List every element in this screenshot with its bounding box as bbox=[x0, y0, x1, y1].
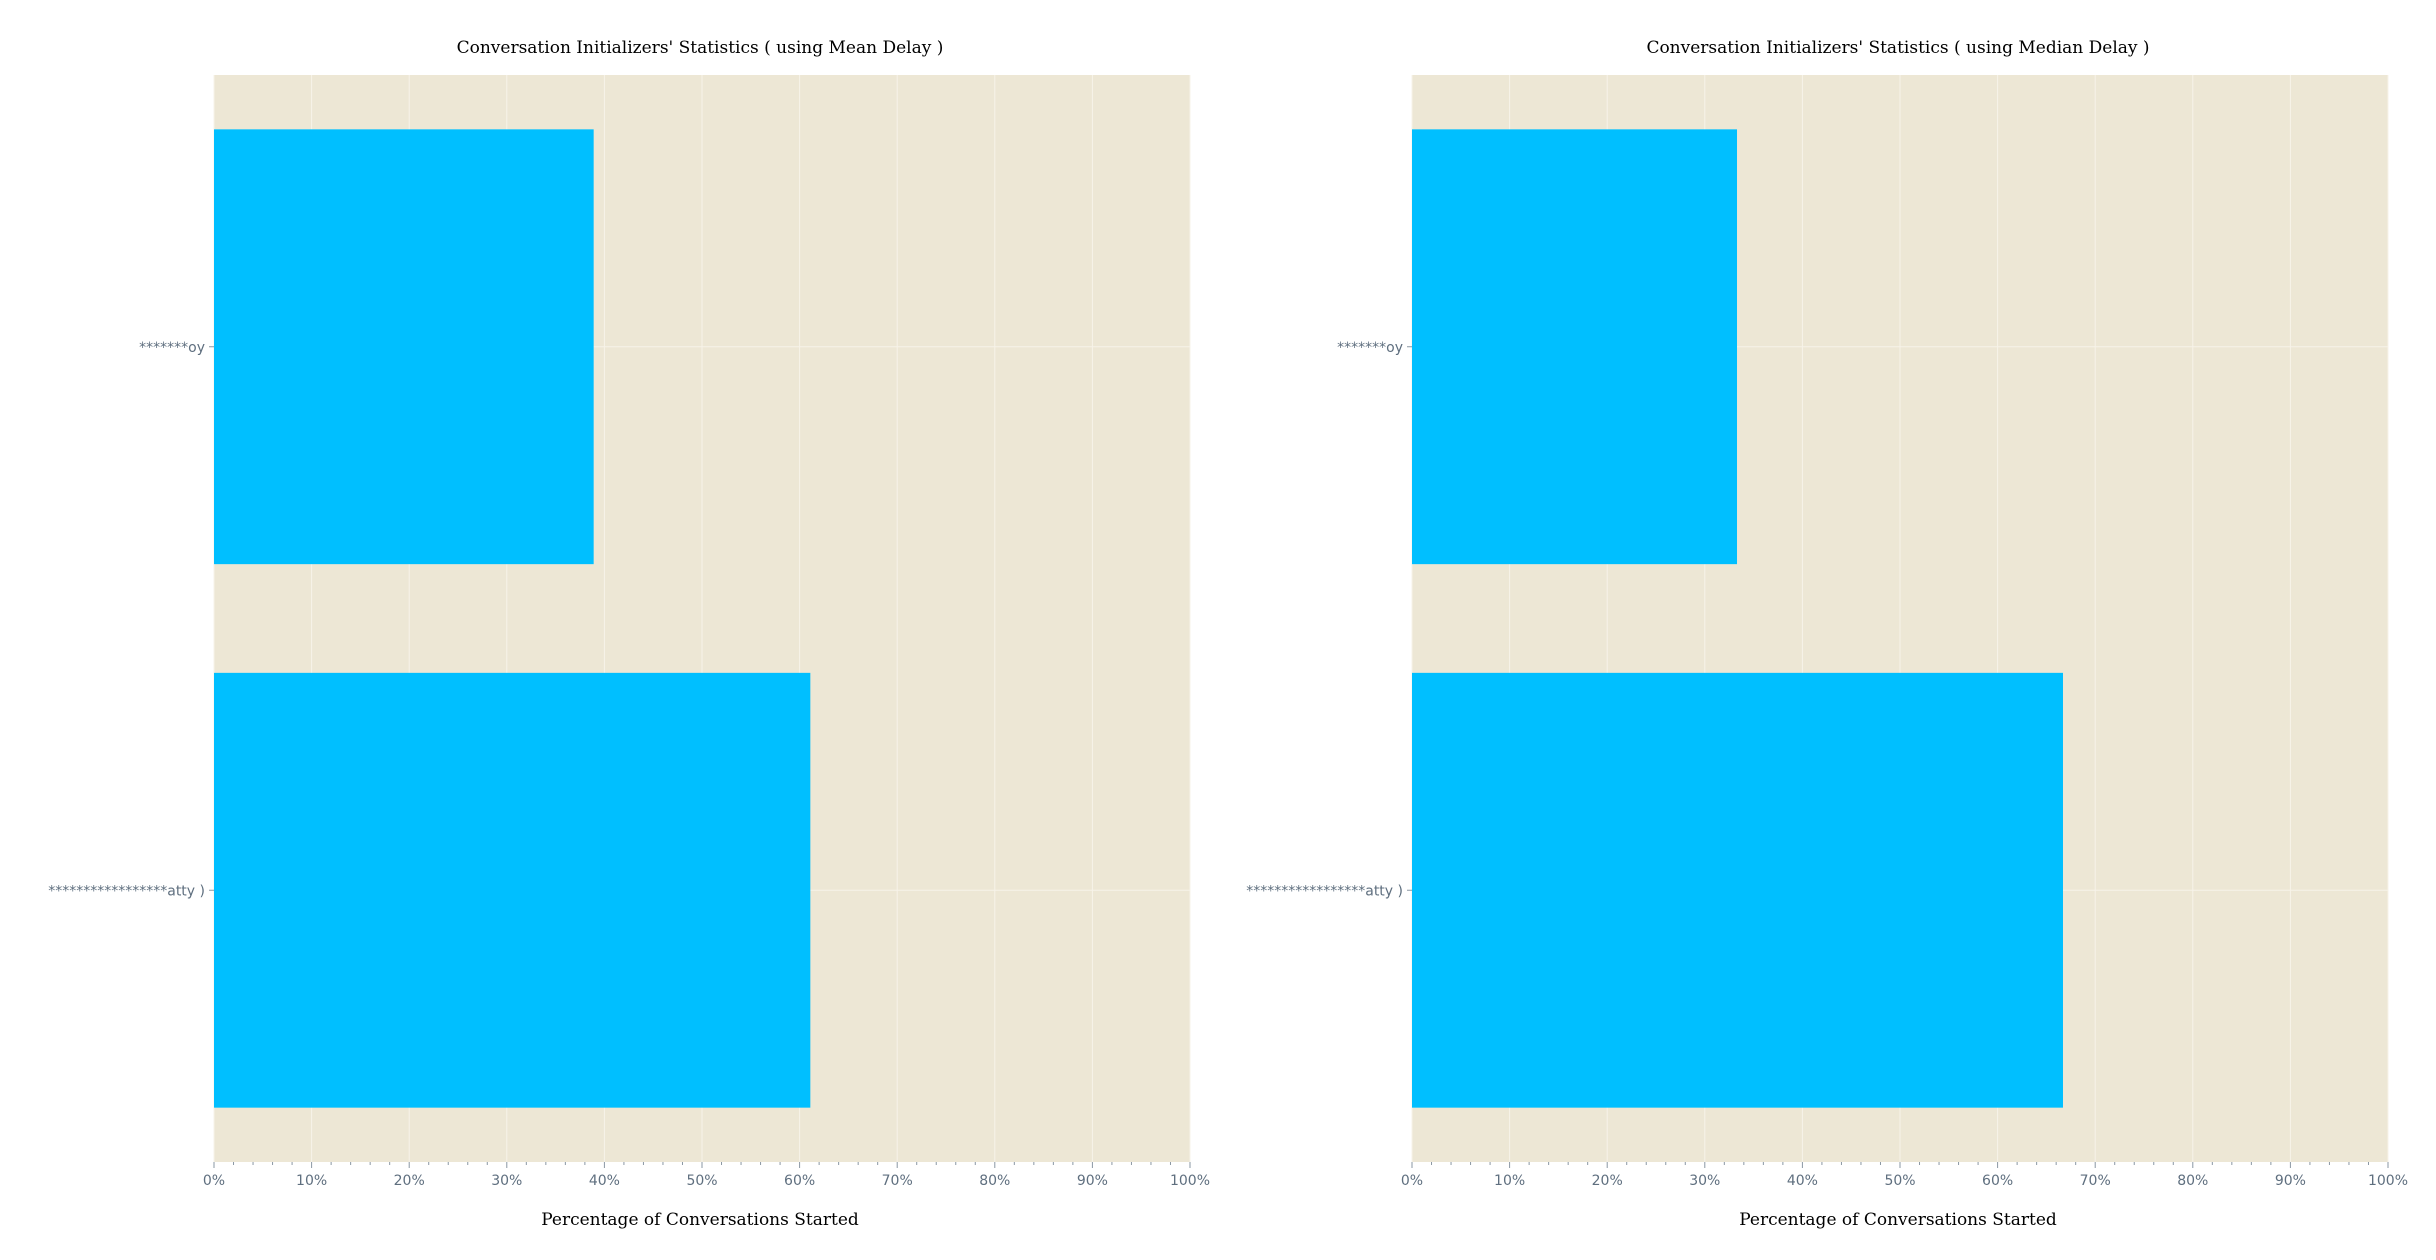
bar bbox=[1412, 129, 1738, 565]
chart-title: Conversation Initializers' Statistics ( … bbox=[1646, 38, 2149, 58]
x-tick-label: 50% bbox=[686, 1173, 717, 1189]
category-label: *****************atty ) bbox=[48, 883, 205, 899]
chart-mean-delay: Percentage of Conversations Started ****… bbox=[48, 38, 1210, 1230]
category-label: *****************atty ) bbox=[1246, 883, 1403, 899]
x-tick-label: 100% bbox=[1170, 1173, 1210, 1189]
x-axis-label: Percentage of Conversations Started bbox=[1739, 1210, 2057, 1230]
bar bbox=[1412, 672, 2063, 1108]
x-tick-label: 60% bbox=[784, 1173, 815, 1189]
x-tick-label: 70% bbox=[882, 1173, 913, 1189]
x-tick-label: 90% bbox=[1077, 1173, 1108, 1189]
x-tick-label: 90% bbox=[2275, 1173, 2306, 1189]
x-tick-label: 100% bbox=[2368, 1173, 2408, 1189]
x-tick-label: 10% bbox=[1494, 1173, 1525, 1189]
x-tick-label: 50% bbox=[1884, 1173, 1915, 1189]
x-tick-label: 0% bbox=[1401, 1173, 1423, 1189]
category-label: *******oy bbox=[139, 340, 205, 356]
chart-median-delay: Percentage of Conversations Started ****… bbox=[1246, 38, 2408, 1230]
bar bbox=[214, 129, 594, 565]
x-tick-label: 10% bbox=[296, 1173, 327, 1189]
x-tick-label: 20% bbox=[1592, 1173, 1623, 1189]
x-tick-label: 30% bbox=[1689, 1173, 1720, 1189]
x-tick-label: 40% bbox=[589, 1173, 620, 1189]
bar bbox=[214, 672, 811, 1108]
x-axis-label: Percentage of Conversations Started bbox=[541, 1210, 859, 1230]
x-tick-label: 40% bbox=[1787, 1173, 1818, 1189]
x-tick-label: 0% bbox=[203, 1173, 225, 1189]
chart-title: Conversation Initializers' Statistics ( … bbox=[457, 38, 944, 58]
category-label: *******oy bbox=[1337, 340, 1403, 356]
x-tick-label: 80% bbox=[979, 1173, 1010, 1189]
x-tick-label: 80% bbox=[2177, 1173, 2208, 1189]
x-tick-label: 70% bbox=[2080, 1173, 2111, 1189]
x-tick-label: 20% bbox=[394, 1173, 425, 1189]
x-tick-label: 30% bbox=[491, 1173, 522, 1189]
x-tick-label: 60% bbox=[1982, 1173, 2013, 1189]
